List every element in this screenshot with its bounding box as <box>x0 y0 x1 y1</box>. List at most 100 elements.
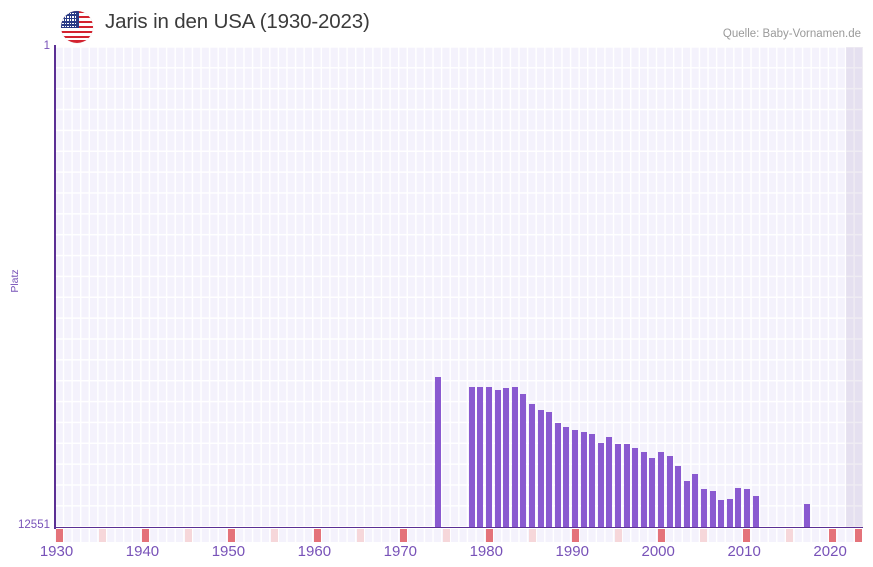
flag-star <box>67 12 69 15</box>
x-axis-line <box>54 526 863 529</box>
y-axis-line <box>54 45 56 529</box>
bar[interactable] <box>615 444 622 527</box>
x-axis-major-tick <box>743 528 751 542</box>
x-axis-tick-labels: 1930 1940 1950 1960 1970 1980 1990 2000 2010 2020 <box>0 543 873 567</box>
bar[interactable] <box>743 489 750 527</box>
x-axis-tick-label: 2010 <box>727 543 761 560</box>
bar[interactable] <box>692 474 699 527</box>
flag-star <box>64 22 67 25</box>
x-axis-minor-tick <box>442 528 450 542</box>
x-axis-tick-label: 2000 <box>641 543 675 560</box>
bar[interactable] <box>657 452 664 527</box>
x-axis-major-tick <box>399 528 407 542</box>
flag-star <box>72 22 74 25</box>
y-axis-top-tick-label: 1 <box>43 40 50 52</box>
bar[interactable] <box>468 387 475 527</box>
bar[interactable] <box>494 390 501 527</box>
x-axis-tick-label: 2020 <box>813 543 847 560</box>
bar[interactable] <box>520 394 527 527</box>
bar[interactable] <box>700 489 707 527</box>
flag-star <box>74 19 77 21</box>
flag-star <box>64 25 67 28</box>
x-axis-major-tick <box>313 528 321 542</box>
x-axis-minor-tick <box>614 528 622 542</box>
bar[interactable] <box>735 488 742 527</box>
page-title: Jaris in den USA (1930-2023) <box>105 10 370 33</box>
flag-star <box>69 12 72 15</box>
bar[interactable] <box>718 500 725 527</box>
bar[interactable] <box>726 499 733 527</box>
bar[interactable] <box>804 504 811 527</box>
bar[interactable] <box>546 412 553 527</box>
bar-series <box>55 47 863 527</box>
flag-star <box>69 25 72 28</box>
flag-star <box>69 19 72 21</box>
flag-star <box>62 12 64 15</box>
flag-star <box>72 12 74 15</box>
bar[interactable] <box>597 443 604 527</box>
x-axis-major-tick <box>55 528 63 542</box>
flag-star <box>64 15 67 18</box>
x-axis-minor-tick <box>786 528 794 542</box>
x-axis-major-tick <box>657 528 665 542</box>
bar[interactable] <box>649 458 656 527</box>
flag-star <box>74 12 77 15</box>
y-axis-title: Platz <box>9 269 21 293</box>
bar[interactable] <box>563 427 570 527</box>
bar[interactable] <box>486 387 493 527</box>
bar[interactable] <box>606 437 613 527</box>
bar[interactable] <box>752 496 759 527</box>
flag-canton <box>61 11 79 29</box>
y-axis-bottom-tick-label: 12551 <box>18 519 50 531</box>
bar[interactable] <box>477 387 484 527</box>
bar[interactable] <box>554 423 561 527</box>
flag-star <box>67 15 69 18</box>
x-axis-tick-label: 1990 <box>555 543 589 560</box>
bar[interactable] <box>675 466 682 527</box>
x-axis-minor-tick <box>528 528 536 542</box>
bar[interactable] <box>632 448 639 527</box>
flag-star <box>74 22 77 25</box>
x-axis-tick-label: 1970 <box>383 543 418 560</box>
flag-star <box>74 15 77 18</box>
bar[interactable] <box>529 404 536 527</box>
x-axis-tick-strip <box>55 528 863 542</box>
bar[interactable] <box>434 377 441 527</box>
bar[interactable] <box>666 456 673 527</box>
bar[interactable] <box>511 387 518 527</box>
bar[interactable] <box>683 481 690 527</box>
flag-star <box>72 19 74 21</box>
bar[interactable] <box>572 430 579 527</box>
flag-star <box>72 15 74 18</box>
x-axis-major-tick <box>227 528 235 542</box>
bar[interactable] <box>640 452 647 527</box>
x-axis-major-tick <box>571 528 579 542</box>
x-axis-major-tick <box>855 528 863 542</box>
x-axis-major-tick <box>141 528 149 542</box>
bar[interactable] <box>537 410 544 527</box>
flag-star <box>64 12 67 15</box>
x-axis-tick-label: 1930 <box>39 543 74 560</box>
source-attribution: Quelle: Baby-Vornamen.de <box>722 28 861 40</box>
flag-star <box>62 22 64 25</box>
bar[interactable] <box>709 491 716 527</box>
flag-star <box>69 15 72 18</box>
bar[interactable] <box>580 432 587 527</box>
x-axis-minor-tick <box>700 528 708 542</box>
flag-star <box>67 19 69 21</box>
flag-star <box>62 25 64 28</box>
x-axis-tick-label: 1950 <box>211 543 246 560</box>
flag-star <box>72 25 74 28</box>
flag-star <box>69 22 72 25</box>
bar[interactable] <box>623 444 630 527</box>
forecast-shaded-region <box>845 47 863 527</box>
flag-star <box>62 19 64 21</box>
bar[interactable] <box>503 388 510 527</box>
flag-star <box>64 19 67 21</box>
bar[interactable] <box>589 434 596 527</box>
flag-star <box>67 22 69 25</box>
x-axis-tick-label: 1960 <box>297 543 332 560</box>
us-flag-icon <box>61 11 93 43</box>
x-axis-minor-tick <box>98 528 106 542</box>
plot-area <box>55 47 863 527</box>
